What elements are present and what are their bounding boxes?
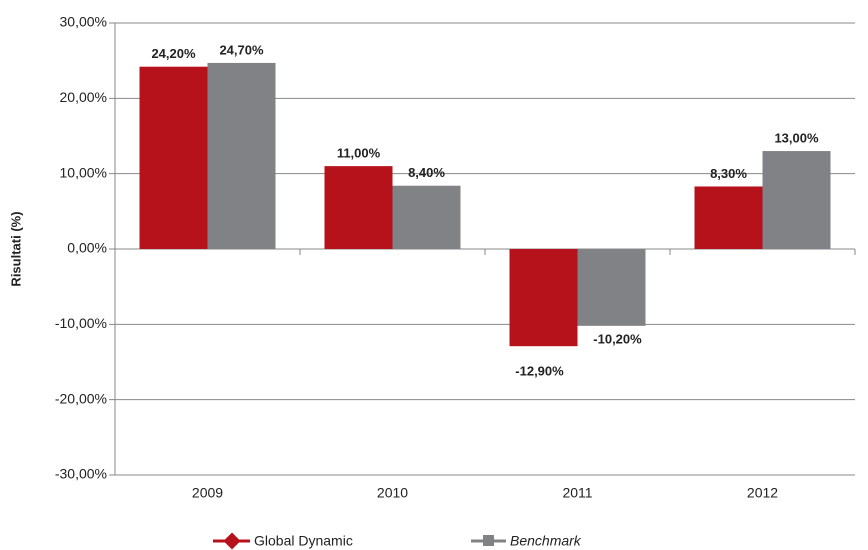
legend-label: Benchmark: [510, 533, 582, 549]
bar: [577, 249, 646, 326]
y-tick-label: 30,00%: [60, 14, 107, 30]
value-label: 8,40%: [408, 165, 445, 180]
y-tick-label: 0,00%: [67, 240, 107, 256]
bar: [392, 185, 461, 249]
y-tick-label: -20,00%: [55, 390, 107, 406]
bar: [762, 151, 831, 249]
value-label: -12,90%: [515, 364, 564, 379]
x-tick-label: 2011: [562, 485, 592, 501]
value-label: 24,70%: [219, 42, 264, 57]
y-tick-label: 10,00%: [60, 164, 107, 180]
legend-label: Global Dynamic: [254, 533, 353, 549]
legend-marker: [483, 535, 494, 546]
value-label: -10,20%: [593, 331, 642, 346]
value-label: 8,30%: [710, 166, 747, 181]
legend: Global Dynamic Benchmark: [213, 532, 582, 550]
y-tick-label: -10,00%: [55, 315, 107, 331]
x-tick-label: 2012: [747, 485, 778, 501]
y-tick-label: 20,00%: [60, 89, 107, 105]
bar: [694, 186, 763, 249]
bar: [509, 249, 578, 347]
y-tick-label: -30,00%: [55, 466, 107, 482]
value-label: 13,00%: [774, 131, 819, 146]
x-tick-label: 2009: [192, 485, 223, 501]
bar: [207, 62, 276, 249]
y-axis-label: Risultati (%): [8, 211, 23, 286]
bar: [139, 66, 208, 250]
bar: [324, 166, 393, 249]
legend-marker: [223, 532, 241, 550]
value-label: 24,20%: [151, 46, 196, 61]
value-label: 11,00%: [337, 146, 381, 161]
x-tick-label: 2010: [377, 485, 408, 501]
